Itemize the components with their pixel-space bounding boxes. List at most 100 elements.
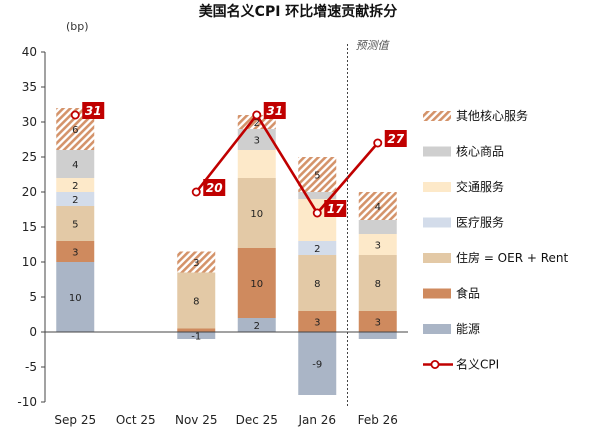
bar-segment-trans bbox=[358, 234, 397, 255]
bar-segment-energy bbox=[56, 262, 95, 332]
bar-segment-other bbox=[298, 157, 337, 192]
legend-label-trans: 交通服务 bbox=[456, 179, 504, 194]
bar-segment-label: 8 bbox=[193, 297, 199, 308]
legend-marker-cpi bbox=[430, 359, 440, 369]
bar-segment-core bbox=[358, 220, 397, 234]
y-tick-label: 5 bbox=[29, 290, 37, 304]
bar-segment-food bbox=[358, 311, 397, 332]
bar-segment-label: 3 bbox=[375, 241, 381, 252]
bar-segment-label: 10 bbox=[250, 279, 263, 290]
cpi-point bbox=[373, 138, 383, 148]
bar-segment-label: 8 bbox=[314, 279, 320, 290]
legend-label-other: 其他核心服务 bbox=[456, 108, 528, 123]
cpi-value-label: 31 bbox=[266, 104, 283, 118]
y-tick-label: -10 bbox=[17, 395, 37, 409]
bar-segment-label: 5 bbox=[72, 220, 78, 231]
chart-title: 美国名义CPI 环比增速贡献拆分 bbox=[199, 3, 398, 20]
legend-label-medical: 医疗服务 bbox=[456, 215, 504, 230]
bar-segment-label: 2 bbox=[72, 181, 78, 192]
bar-segment-core bbox=[56, 150, 95, 178]
bar-segment-housing bbox=[358, 255, 397, 311]
bar-segment-housing bbox=[56, 206, 95, 241]
y-tick-label: 30 bbox=[22, 115, 37, 129]
bar-segment-core bbox=[298, 192, 337, 199]
legend-swatch-other bbox=[423, 111, 451, 121]
bar-segment-label: 2 bbox=[72, 195, 78, 206]
y-tick-label: 20 bbox=[22, 185, 37, 199]
legend-label-food: 食品 bbox=[456, 286, 480, 301]
bar-segment-energy bbox=[177, 332, 216, 339]
x-tick-label: Sep 25 bbox=[54, 413, 96, 427]
bar-segment-label: 3 bbox=[375, 318, 381, 329]
legend-swatch-trans bbox=[423, 182, 451, 192]
legend-swatch-medical bbox=[423, 217, 451, 228]
y-unit-label: (bp) bbox=[66, 20, 89, 33]
y-tick-label: 25 bbox=[22, 150, 37, 164]
legend-label-cpi: 名义CPI bbox=[456, 357, 499, 372]
bar-segment-label: -1 bbox=[191, 332, 201, 343]
cpi-point bbox=[252, 110, 262, 120]
bar-segment-label: 4 bbox=[72, 160, 78, 171]
bar-segment-label: 3 bbox=[314, 318, 320, 329]
cpi-point bbox=[312, 208, 322, 218]
bar-segment-label: 8 bbox=[375, 279, 381, 290]
bar-segment-food bbox=[177, 328, 216, 332]
cpi-value-label: 20 bbox=[206, 181, 223, 195]
cpi-value-label: 17 bbox=[327, 202, 344, 216]
legend-swatch-food bbox=[423, 288, 451, 299]
cpi-value-badge bbox=[203, 179, 226, 196]
bar-segment-label: -9 bbox=[312, 360, 322, 371]
y-tick-label: 40 bbox=[22, 45, 37, 59]
x-tick-label: Oct 25 bbox=[116, 413, 156, 427]
bar-segment-label: 5 bbox=[314, 171, 320, 182]
cpi-line bbox=[195, 112, 379, 216]
bar-segment-label: 3 bbox=[193, 258, 199, 269]
legend-swatch-housing bbox=[423, 253, 451, 263]
legend-label-housing: 住房 = OER + Rent bbox=[456, 250, 569, 265]
y-tick-label: 15 bbox=[22, 220, 37, 234]
bar-segment-housing bbox=[237, 178, 276, 248]
bar-segment-housing bbox=[298, 255, 337, 311]
x-tick-label: Jan 26 bbox=[297, 413, 336, 427]
y-tick-label: 35 bbox=[22, 80, 37, 94]
x-tick-label: Feb 26 bbox=[358, 413, 398, 427]
bar-segment-housing bbox=[177, 272, 216, 329]
forecast-label: 预测值 bbox=[356, 39, 391, 52]
cpi-value-badge bbox=[384, 130, 407, 147]
bar-segment-food bbox=[237, 248, 276, 318]
bar-segment-label: 10 bbox=[69, 293, 82, 304]
x-tick-label: Nov 25 bbox=[175, 413, 218, 427]
bar-segment-core bbox=[237, 129, 276, 150]
cpi-value-badge bbox=[324, 200, 347, 217]
bar-segment-energy bbox=[298, 332, 337, 395]
bar-segment-label: 3 bbox=[254, 136, 260, 147]
cpi-point bbox=[191, 187, 201, 197]
bar-segment-energy bbox=[237, 318, 276, 332]
bar-segment-label: 6 bbox=[72, 125, 78, 136]
bar-segment-trans bbox=[237, 150, 276, 178]
bar-segment-medical bbox=[56, 192, 95, 206]
bar-segment-label: 4 bbox=[375, 202, 381, 213]
bar-segment-other bbox=[358, 192, 397, 220]
cpi-value-badge bbox=[82, 102, 105, 119]
cpi-value-label: 27 bbox=[387, 132, 404, 146]
bar-segment-energy bbox=[358, 332, 397, 339]
y-tick-label: -5 bbox=[25, 360, 37, 374]
legend-swatch-core bbox=[423, 146, 451, 157]
cpi-value-badge bbox=[263, 102, 286, 119]
bar-segment-label: 2 bbox=[314, 244, 320, 255]
y-tick-label: 0 bbox=[29, 325, 37, 339]
bar-segment-label: 2 bbox=[254, 321, 260, 332]
bar-segment-label: 10 bbox=[250, 209, 263, 220]
bar-segment-label: 2 bbox=[254, 118, 260, 129]
bar-segment-food bbox=[298, 311, 337, 332]
bar-segment-other bbox=[177, 251, 216, 273]
legend-label-energy: 能源 bbox=[456, 322, 480, 336]
cpi-point bbox=[70, 110, 80, 120]
legend-label-core: 核心商品 bbox=[456, 144, 504, 159]
bar-segment-label: 3 bbox=[72, 248, 78, 259]
legend-swatch-energy bbox=[423, 324, 451, 334]
bar-segment-medical bbox=[298, 241, 337, 255]
y-tick-label: 10 bbox=[22, 255, 37, 269]
